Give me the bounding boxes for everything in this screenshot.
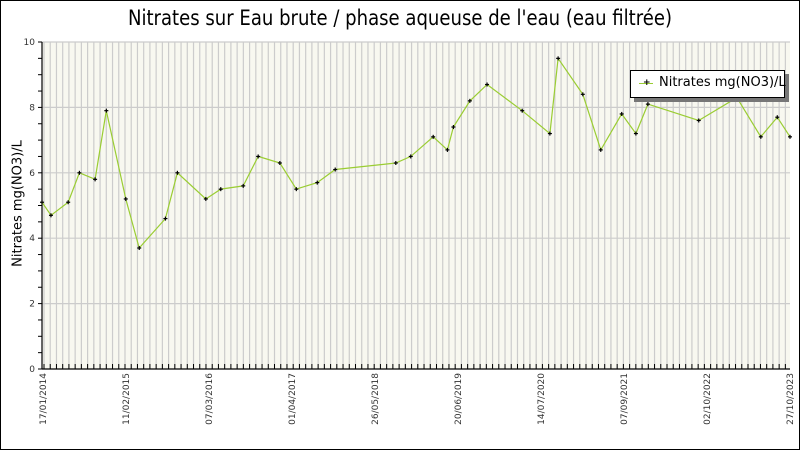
x-tick-label: 27/10/2023 — [786, 373, 796, 425]
y-tick-label: 4 — [29, 234, 35, 244]
legend: + Nitrates mg(NO3)/L — [630, 70, 786, 98]
legend-label: Nitrates mg(NO3)/L — [659, 75, 786, 90]
y-axis-ticks: 0 2 4 6 8 10 — [24, 38, 42, 375]
x-tick-label: 20/06/2019 — [454, 373, 464, 425]
x-axis-ticks: 17/01/2014 11/02/2015 07/03/2016 01/04/2017… — [39, 364, 796, 425]
horizontal-gridlines — [42, 41, 790, 305]
x-tick-label: 01/04/2017 — [288, 373, 298, 425]
x-tick-label: 26/05/2018 — [371, 373, 381, 425]
series-line-nitrates — [41, 56, 791, 250]
legend-line-swatch — [639, 83, 653, 84]
legend-marker-icon: + — [643, 78, 651, 88]
x-tick-label: 02/10/2022 — [703, 373, 713, 425]
y-tick-label: 8 — [29, 103, 35, 113]
x-tick-label: 07/03/2016 — [205, 373, 215, 425]
chart-title: Nitrates sur Eau brute / phase aqueuse d… — [127, 6, 673, 30]
data-point-markers — [40, 56, 792, 251]
y-tick-label: 2 — [29, 300, 35, 310]
x-tick-label: 07/09/2021 — [620, 373, 630, 425]
x-tick-label: 11/02/2015 — [122, 373, 132, 425]
x-tick-label: 17/01/2014 — [39, 373, 49, 425]
y-tick-label: 10 — [24, 38, 36, 48]
y-tick-label: 6 — [29, 169, 35, 179]
x-tick-label: 14/07/2020 — [537, 373, 547, 425]
y-tick-label: 0 — [29, 365, 35, 375]
